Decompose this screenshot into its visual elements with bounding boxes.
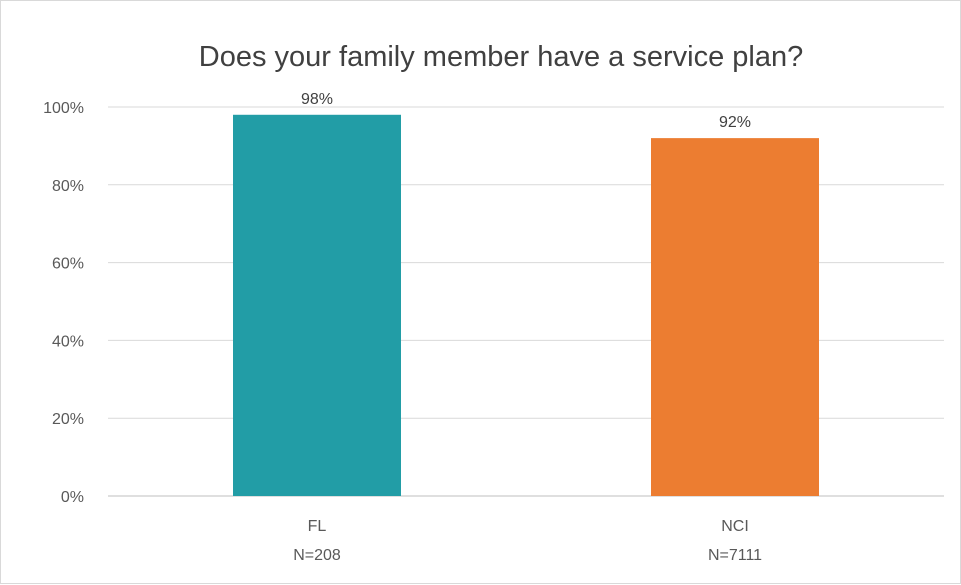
y-tick-label: 60% bbox=[52, 256, 84, 273]
bar-fl bbox=[233, 114, 401, 496]
bar-nci bbox=[651, 138, 819, 496]
category-label: FL bbox=[308, 518, 327, 535]
data-labels: 98% 92% bbox=[301, 91, 751, 131]
chart-title: Does your family member have a service p… bbox=[199, 41, 803, 73]
data-label: 92% bbox=[719, 114, 751, 131]
x-axis-categories: FL N=208 NCI N=7111 bbox=[293, 518, 762, 564]
y-tick-label: 80% bbox=[52, 178, 84, 195]
y-tick-label: 40% bbox=[52, 333, 84, 350]
data-label: 98% bbox=[301, 91, 333, 108]
y-tick-label: 20% bbox=[52, 411, 84, 428]
bars bbox=[233, 114, 819, 496]
category-n-label: N=7111 bbox=[708, 547, 762, 564]
y-tick-label: 0% bbox=[61, 489, 84, 506]
category-n-label: N=208 bbox=[293, 547, 341, 564]
category-label: NCI bbox=[721, 518, 749, 535]
y-tick-label: 100% bbox=[43, 100, 84, 117]
y-axis-ticks: 0% 20% 40% 60% 80% 100% bbox=[43, 100, 84, 506]
